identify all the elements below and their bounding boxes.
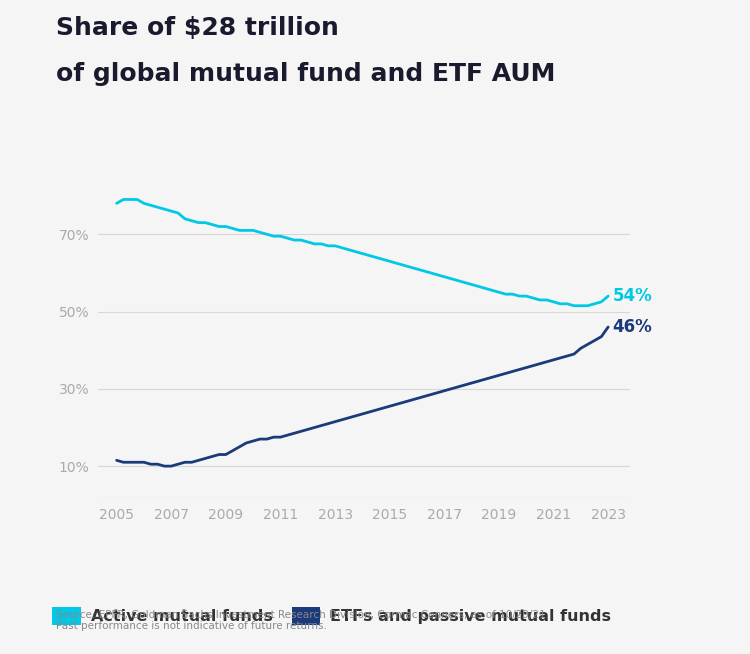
- Text: of global mutual fund and ETF AUM: of global mutual fund and ETF AUM: [56, 62, 556, 86]
- Text: Source: EPFR, Goldman Sachs Investment Research Division, Cormac Conners, as of : Source: EPFR, Goldman Sachs Investment R…: [56, 610, 549, 631]
- Text: Share of $28 trillion: Share of $28 trillion: [56, 16, 339, 41]
- Text: 46%: 46%: [612, 318, 652, 336]
- Legend: Active mutual funds, ETFs and passive mutual funds: Active mutual funds, ETFs and passive mu…: [53, 607, 611, 625]
- Text: 54%: 54%: [612, 287, 652, 305]
